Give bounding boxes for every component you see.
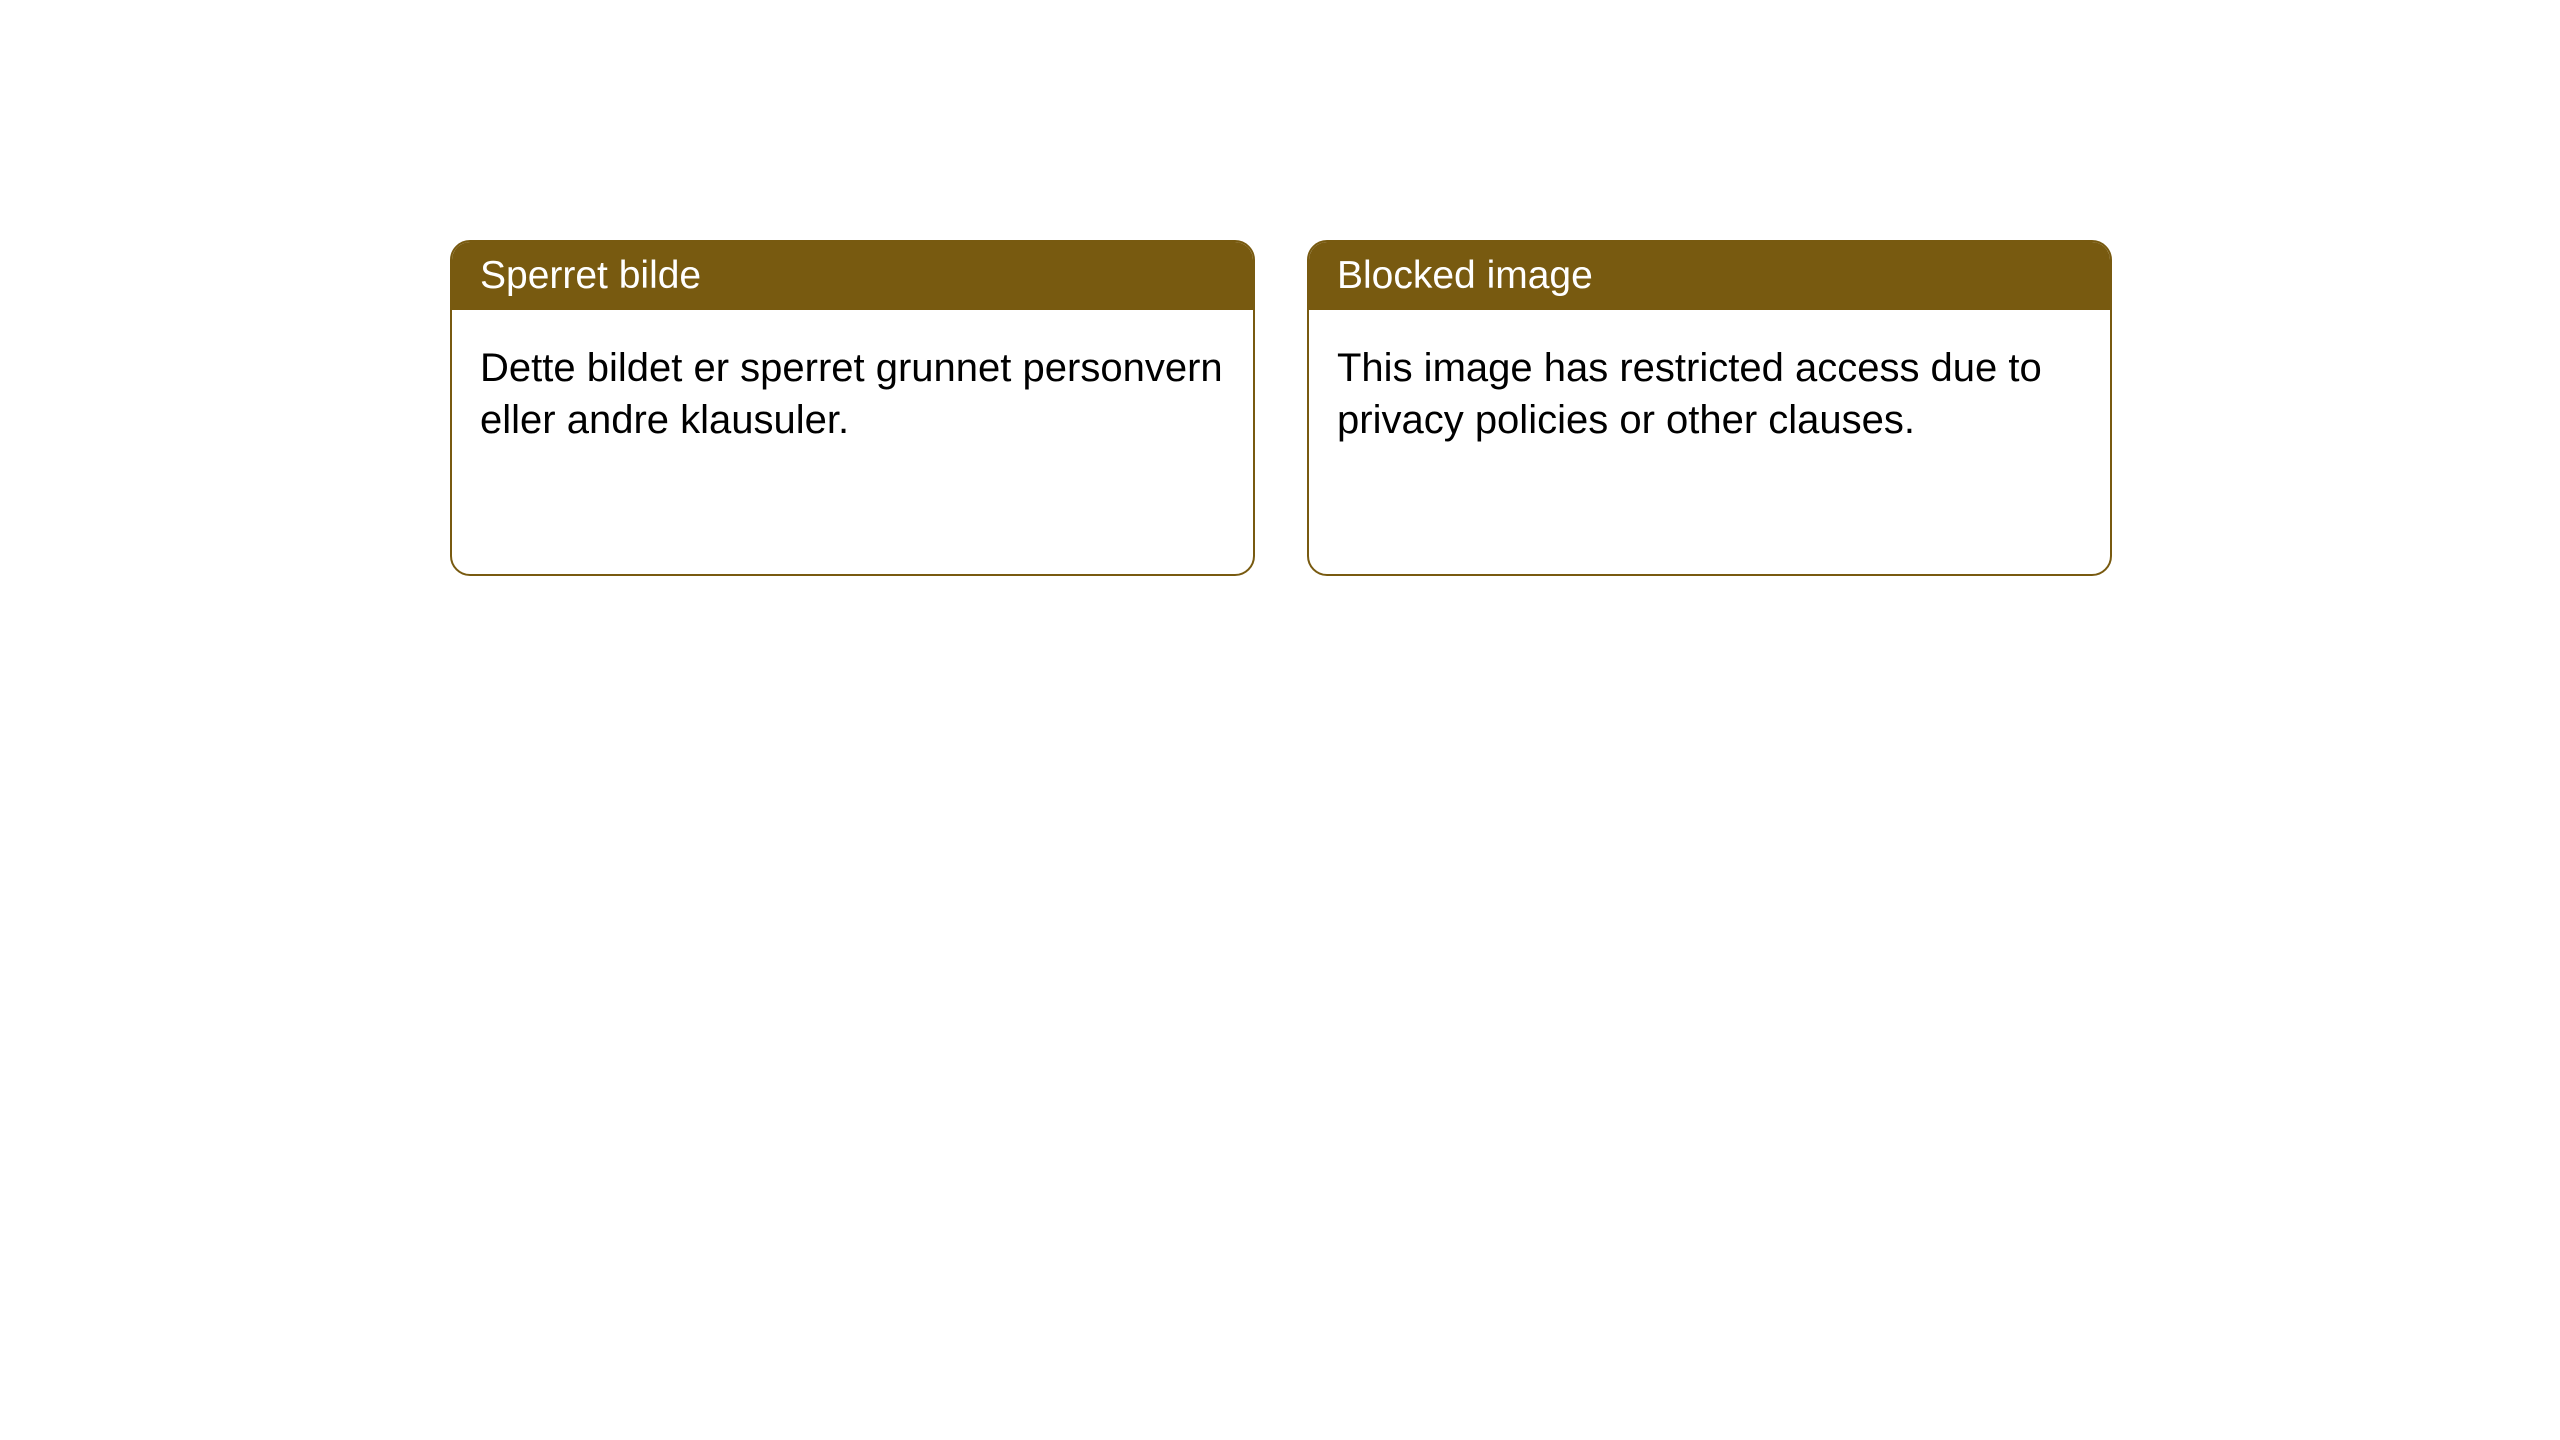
notice-card-norwegian: Sperret bilde Dette bildet er sperret gr… (450, 240, 1255, 576)
notice-body-norwegian: Dette bildet er sperret grunnet personve… (452, 310, 1253, 478)
notice-container: Sperret bilde Dette bildet er sperret gr… (0, 0, 2560, 576)
notice-body-english: This image has restricted access due to … (1309, 310, 2110, 478)
notice-header-norwegian: Sperret bilde (452, 242, 1253, 310)
notice-card-english: Blocked image This image has restricted … (1307, 240, 2112, 576)
notice-header-english: Blocked image (1309, 242, 2110, 310)
